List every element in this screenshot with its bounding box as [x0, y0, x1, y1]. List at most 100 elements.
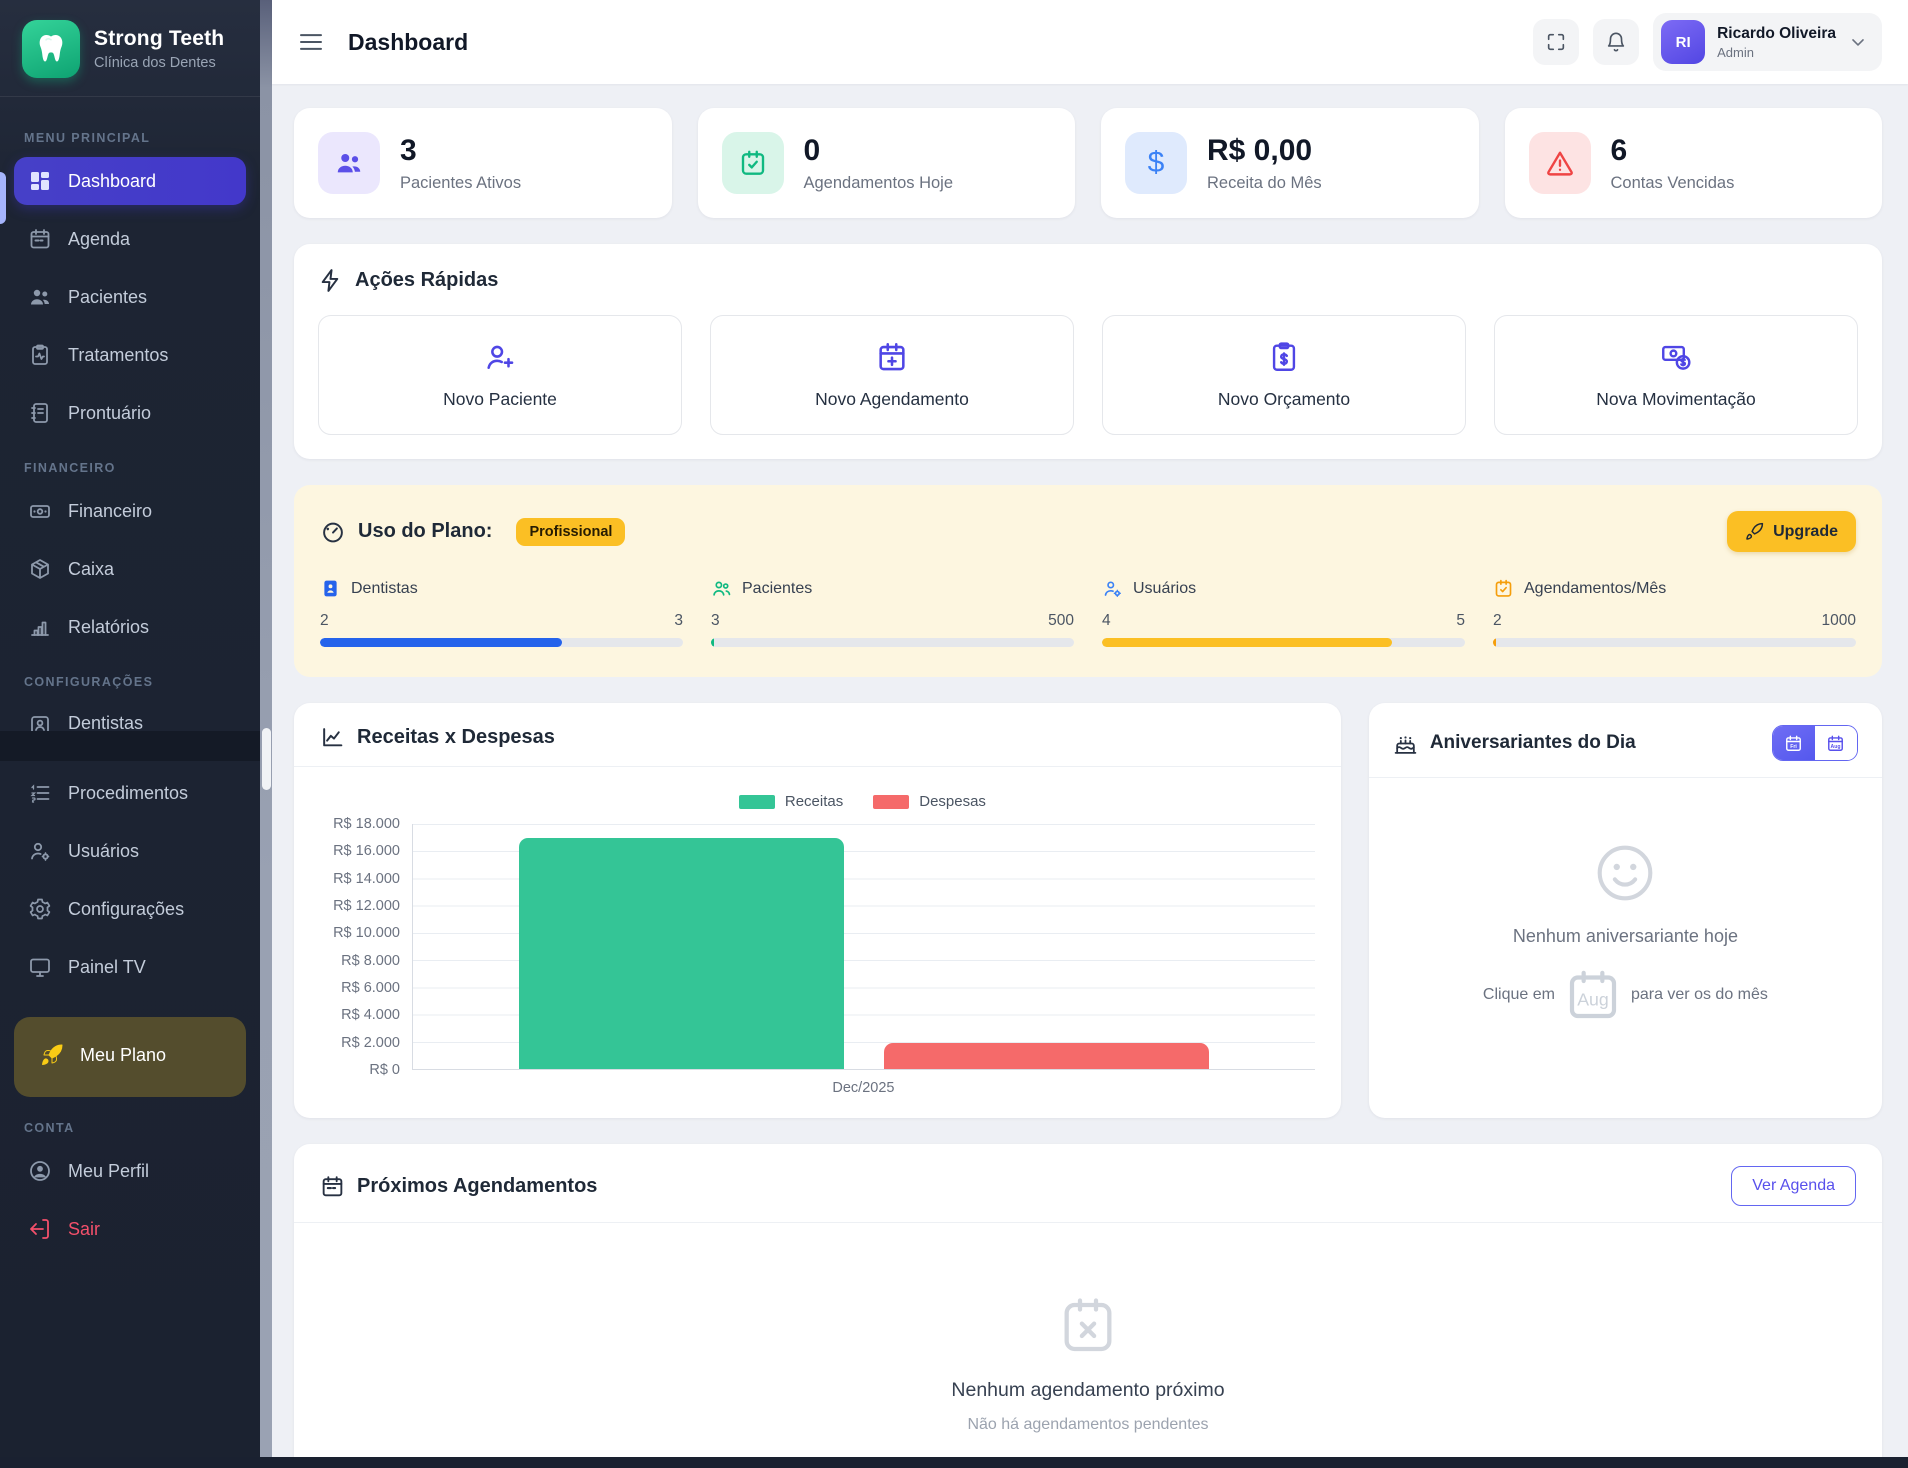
- metric-max: 500: [1048, 612, 1074, 629]
- calendar-icon: [28, 227, 52, 251]
- progress-fill: [1493, 638, 1496, 647]
- sidebar-item-tratamentos[interactable]: Tratamentos: [14, 331, 246, 379]
- sidebar-item-meu-perfil[interactable]: Meu Perfil: [14, 1147, 246, 1195]
- stat-label: Agendamentos Hoje: [803, 173, 954, 192]
- dashboard-content: 3 Pacientes Ativos 0 Agendamentos Hoje $…: [272, 84, 1908, 1468]
- new-patient-button[interactable]: Novo Paciente: [318, 315, 682, 435]
- stat-value: 0: [803, 133, 821, 167]
- user-gear-icon: [1102, 578, 1123, 599]
- plan-usage-title: Uso do Plano: Profissional: [320, 517, 626, 546]
- scrollbar-thumb[interactable]: [261, 728, 271, 790]
- calendar-check-icon: [721, 132, 784, 194]
- progress-fill: [1102, 638, 1393, 647]
- notifications-button[interactable]: [1593, 19, 1640, 65]
- user-name: Ricardo Oliveira: [1717, 24, 1836, 42]
- page-scrollbar[interactable]: [260, 0, 272, 1468]
- sidebar-item-dentistas[interactable]: Dentistas: [14, 701, 246, 731]
- sidebar-item-pacientes[interactable]: Pacientes: [14, 273, 246, 321]
- sidebar-nav: MENU PRINCIPAL Dashboard Agenda Paciente…: [0, 97, 260, 1468]
- sidebar-dark-band: [0, 731, 260, 761]
- menu-toggle-button[interactable]: [296, 27, 326, 57]
- view-agenda-button[interactable]: Ver Agenda: [1731, 1166, 1856, 1206]
- app-logo-block: Strong Teeth Clínica dos Dentes: [0, 0, 260, 97]
- sidebar-item-relatorios[interactable]: Relatórios: [14, 603, 246, 651]
- metric-max: 3: [674, 612, 683, 629]
- sidebar: Strong Teeth Clínica dos Dentes MENU PRI…: [0, 0, 260, 1468]
- clipboard-pulse-icon: [28, 343, 52, 367]
- sidebar-item-painel-tv[interactable]: Painel TV: [14, 943, 246, 991]
- birthday-view-toggle: Fri Aug: [1771, 725, 1858, 761]
- toggle-month-button[interactable]: Aug: [1814, 726, 1857, 760]
- new-budget-button[interactable]: Novo Orçamento: [1102, 315, 1466, 435]
- fullscreen-button[interactable]: [1533, 19, 1580, 65]
- line-chart-icon: [320, 725, 345, 750]
- logout-icon: [28, 1217, 52, 1241]
- stat-card-contas-vencidas: 6 Contas Vencidas: [1504, 108, 1882, 218]
- sidebar-item-configuracoes[interactable]: Configurações: [14, 885, 246, 933]
- new-transaction-button[interactable]: Nova Movimentação: [1494, 315, 1858, 435]
- patients-icon: [318, 132, 380, 194]
- metric-current: 4: [1102, 612, 1111, 629]
- plot-area: [412, 824, 1315, 1070]
- banknote-icon: [28, 499, 52, 523]
- divider: [1368, 777, 1882, 778]
- birthdays-card: Aniversariantes do Dia Fri Aug: [1368, 703, 1882, 1118]
- legend-despesas: Despesas: [873, 793, 986, 810]
- sidebar-item-sair[interactable]: Sair: [14, 1205, 246, 1253]
- plan-usage-card: Uso do Plano: Profissional Upgrade Denti…: [294, 485, 1882, 677]
- legend-swatch-despesas: [873, 794, 910, 809]
- sidebar-item-caixa[interactable]: Caixa: [14, 545, 246, 593]
- metric-dentistas: Dentistas 2 3: [320, 578, 683, 647]
- sidebar-item-procedimentos[interactable]: Procedimentos: [14, 769, 246, 817]
- journal-icon: [28, 401, 52, 425]
- user-circle-icon: [28, 1159, 52, 1183]
- progress-fill: [320, 638, 562, 647]
- divider: [294, 766, 1341, 767]
- user-role: Admin: [1717, 44, 1754, 60]
- cake-icon: [1393, 731, 1418, 756]
- calendar-icon: [320, 1174, 345, 1199]
- sidebar-item-agenda[interactable]: Agenda: [14, 215, 246, 263]
- y-axis: R$ 18.000 R$ 16.000 R$ 14.000 R$ 12.000 …: [333, 816, 400, 1078]
- user-menu[interactable]: RI Ricardo Oliveira Admin: [1653, 13, 1882, 71]
- page-title: Dashboard: [348, 28, 469, 55]
- section-label-configuracoes: CONFIGURAÇÕES: [24, 675, 154, 689]
- new-appointment-button[interactable]: Novo Agendamento: [710, 315, 1074, 435]
- metric-current: 2: [320, 612, 329, 629]
- sidebar-item-prontuario[interactable]: Prontuário: [14, 389, 246, 437]
- legend-receitas: Receitas: [738, 793, 843, 810]
- people-icon: [28, 285, 52, 309]
- gauge-icon: [320, 519, 346, 545]
- stat-card-pacientes-ativos: 3 Pacientes Ativos: [294, 108, 672, 218]
- bar-despesas: [884, 1043, 1209, 1069]
- user-gear-icon: [28, 839, 52, 863]
- gear-icon: [28, 897, 52, 921]
- stat-value: 6: [1610, 133, 1628, 167]
- stat-value: 3: [400, 133, 417, 167]
- sidebar-item-dashboard[interactable]: Dashboard: [14, 157, 246, 205]
- divider: [294, 1222, 1882, 1223]
- smiley-icon: [1592, 840, 1658, 906]
- calendar-x-icon: [1056, 1293, 1120, 1357]
- toggle-today-button[interactable]: Fri: [1772, 726, 1815, 760]
- section-label-financeiro: FINANCEIRO: [24, 461, 116, 475]
- bar-chart: R$ 18.000 R$ 16.000 R$ 14.000 R$ 12.000 …: [320, 816, 1315, 1078]
- stat-label: Pacientes Ativos: [400, 173, 522, 192]
- sidebar-item-usuarios[interactable]: Usuários: [14, 827, 246, 875]
- revenue-expenses-card: Receitas x Despesas Receitas Despesas: [294, 703, 1341, 1118]
- birthdays-hint: Clique em Aug para ver os do mês: [1483, 967, 1768, 1023]
- sidebar-item-meu-plano[interactable]: Meu Plano: [14, 1017, 246, 1097]
- upgrade-button[interactable]: Upgrade: [1727, 511, 1856, 552]
- section-label-menu-principal: MENU PRINCIPAL: [24, 131, 151, 145]
- calendar-month-icon: Aug: [1565, 967, 1621, 1023]
- avatar: RI: [1661, 20, 1706, 64]
- bottom-strip: [0, 1457, 1908, 1468]
- sidebar-item-financeiro[interactable]: Financeiro: [14, 487, 246, 535]
- svg-text:Aug: Aug: [1577, 989, 1609, 1009]
- chevron-down-icon: [1852, 39, 1864, 46]
- stat-card-receita-mes: $ R$ 0,00 Receita do Mês: [1101, 108, 1479, 218]
- bar-receitas: [518, 837, 844, 1069]
- plan-badge: Profissional: [516, 517, 626, 546]
- clipboard-dollar-icon: [1267, 340, 1301, 374]
- svg-text:Aug: Aug: [1831, 743, 1841, 749]
